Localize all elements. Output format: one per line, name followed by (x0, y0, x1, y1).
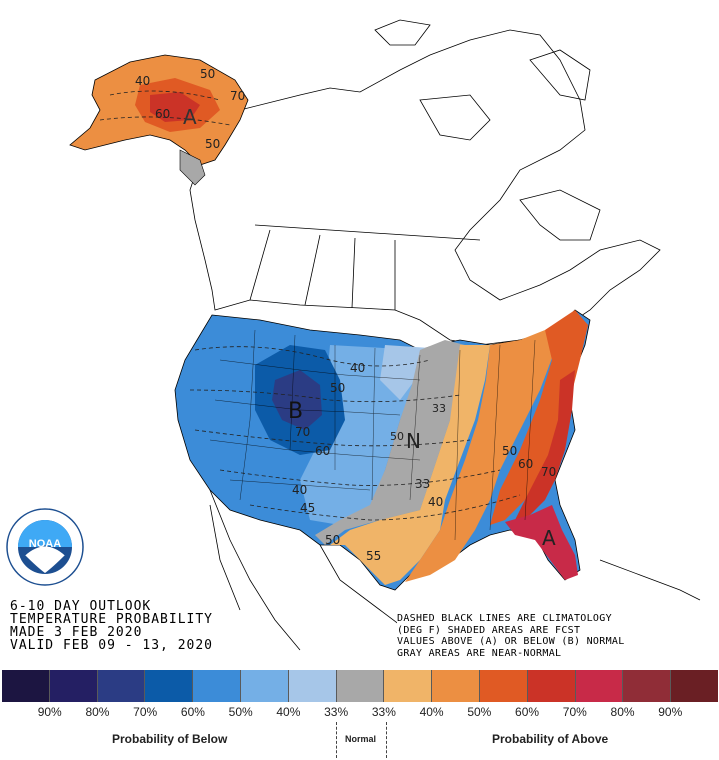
title-line-2: TEMPERATURE PROBABILITY (10, 612, 214, 627)
below-caption: Probability of Below (112, 732, 228, 746)
svg-text:60: 60 (518, 457, 533, 471)
svg-text:70: 70 (295, 425, 310, 439)
svg-text:33: 33 (415, 477, 430, 491)
outlook-title: 6-10 DAY OUTLOOK TEMPERATURE PROBABILITY… (10, 600, 213, 652)
svg-text:50: 50 (200, 67, 215, 81)
above-caption: Probability of Above (492, 732, 609, 746)
legend-tick-label: 60% (515, 705, 540, 719)
svg-text:40: 40 (350, 361, 365, 375)
legend-swatch (193, 670, 241, 702)
normal-caption: Normal (345, 734, 377, 744)
svg-text:70: 70 (541, 465, 556, 479)
normal-divider-left (336, 722, 337, 758)
note-line-1: DASHED BLACK LINES ARE CLIMATOLOGY (397, 613, 612, 624)
mexico-outline (209, 489, 701, 651)
title-line-4: VALID FEB 09 - 13, 2020 (10, 638, 214, 653)
legend-swatch (2, 670, 50, 702)
legend-tick-label: 80% (610, 705, 635, 719)
outlook-map: A B N A 40 50 60 70 50 40 50 70 60 40 45… (69, 19, 701, 651)
noaa-logo: NOAA (6, 508, 84, 586)
legend-tick-label: 90% (37, 705, 62, 719)
legend-swatch (527, 670, 576, 702)
svg-text:40: 40 (292, 483, 307, 497)
svg-text:60: 60 (155, 107, 170, 121)
legend-tick-label: 33% (324, 705, 349, 719)
legend-tick-label: 90% (658, 705, 683, 719)
legend-swatch (575, 670, 624, 702)
probability-color-scale (2, 670, 718, 702)
legend-swatch (384, 670, 433, 702)
svg-text:50: 50 (205, 137, 220, 151)
legend-tick-label: 70% (133, 705, 158, 719)
svg-text:45: 45 (300, 501, 315, 515)
alaska-region (69, 54, 249, 186)
southeast-letter: A (542, 526, 556, 550)
legend-tick-label: 33% (371, 705, 396, 719)
note-line-3: VALUES ABOVE (A) OR BELOW (B) NORMAL (397, 636, 625, 647)
west-letter: B (288, 399, 303, 424)
legend-swatch (288, 670, 337, 702)
svg-text:50: 50 (390, 430, 404, 443)
canada-outline (189, 19, 661, 346)
note-line-2: (DEG F) SHADED AREAS ARE FCST (397, 624, 581, 636)
legend-tick-label: 40% (276, 705, 301, 719)
legend-tick-label: 50% (467, 705, 492, 719)
svg-text:50: 50 (502, 444, 517, 458)
legend-swatch (97, 670, 146, 702)
climatology-lines (99, 90, 521, 521)
legend-swatch (432, 670, 480, 702)
svg-text:50: 50 (330, 381, 345, 395)
svg-text:60: 60 (315, 444, 330, 458)
svg-text:70: 70 (230, 89, 245, 103)
legend-swatch (623, 670, 672, 702)
svg-text:50: 50 (325, 533, 340, 547)
legend-swatch (49, 670, 98, 702)
legend-tick-label: 40% (419, 705, 444, 719)
svg-text:55: 55 (366, 549, 381, 563)
state-lines (209, 329, 536, 541)
svg-text:40: 40 (135, 74, 150, 88)
title-line-3: MADE 3 FEB 2020 (10, 625, 143, 640)
normal-divider-right (386, 722, 387, 758)
legend-swatch (240, 670, 289, 702)
svg-text:40: 40 (428, 495, 443, 509)
svg-text:33: 33 (432, 402, 446, 415)
alaska-letter: A (183, 105, 197, 129)
legend-notes: DASHED BLACK LINES ARE CLIMATOLOGY (DEG … (397, 613, 625, 659)
note-line-4: GRAY AREAS ARE NEAR-NORMAL (397, 647, 562, 659)
legend-swatch (336, 670, 385, 702)
legend-tick-label: 70% (562, 705, 587, 719)
svg-text:NOAA: NOAA (29, 538, 61, 550)
legend-swatch (479, 670, 528, 702)
central-letter: N (406, 429, 421, 453)
legend-tick-label: 50% (228, 705, 253, 719)
us-region (174, 309, 591, 591)
legend-tick-label: 60% (180, 705, 205, 719)
title-line-1: 6-10 DAY OUTLOOK (10, 599, 152, 614)
legend-tick-label: 80% (85, 705, 110, 719)
map-labels: A B N A 40 50 60 70 50 40 50 70 60 40 45… (135, 67, 556, 563)
legend-swatch (145, 670, 194, 702)
legend-swatch (671, 670, 718, 702)
